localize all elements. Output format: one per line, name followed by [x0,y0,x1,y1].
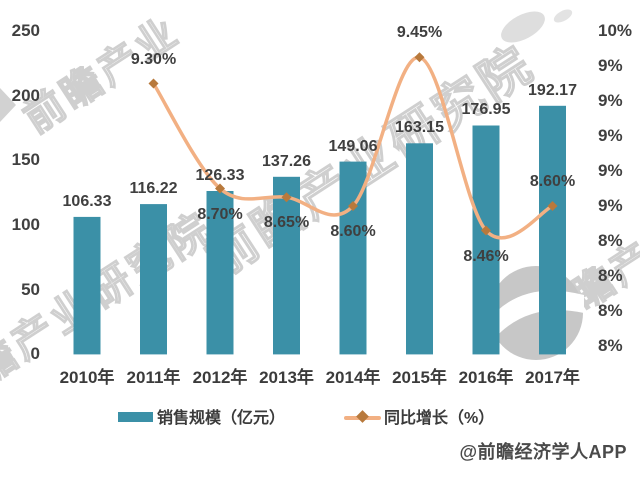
y-axis-right-tick: 8% [598,231,623,250]
bar [273,176,300,355]
line-point-marker [215,183,225,194]
y-axis-right-tick: 9% [598,126,623,145]
line-point-marker [547,201,558,211]
bar [472,125,500,355]
legend-label-growth: 同比增长（%） [384,410,495,427]
y-axis-left-tick: 200 [11,85,40,105]
y-axis-right-tick: 9% [598,91,623,110]
line-value-label: 8.60% [330,223,376,240]
bar-value-label: 116.22 [129,180,178,198]
y-axis-left-tick: 100 [11,215,40,235]
line-value-label: 8.70% [197,205,243,223]
line-value-label: 8.65% [263,214,310,232]
bar-value-label: 192.17 [528,81,577,99]
y-axis-left-tick: 250 [11,21,40,40]
x-axis-label: 2016年 [458,368,514,387]
y-axis-right-tick: 9% [598,161,623,180]
bar-value-label: 176.95 [461,101,511,119]
y-axis-left-tick: 150 [11,150,40,170]
y-axis-left-tick: 0 [30,344,40,364]
line-value-label: 9.30% [130,50,177,68]
bar-value-label: 149.06 [328,137,378,155]
legend-bar-swatch-icon [118,412,153,422]
line-value-label: 8.46% [463,247,509,265]
x-axis-label: 2015年 [392,368,447,387]
bar-value-label: 163.15 [395,119,444,137]
attribution: @前瞻经济学人APP [459,442,627,462]
y-axis-right-tick: 8% [598,266,623,285]
y-axis-right-tick: 8% [598,301,623,320]
y-axis-right-tick: 8% [598,336,623,355]
bar-value-label: 137.26 [262,152,311,170]
line-point-marker [414,52,425,63]
y-axis-left-tick: 50 [21,279,40,299]
line-point-marker [348,201,358,211]
bar [406,143,433,355]
bar-value-label: 106.33 [62,192,112,210]
line-value-label: 9.45% [396,24,443,42]
x-axis-label: 2011年 [126,368,181,387]
line-point-marker [281,192,292,203]
bar-value-label: 126.33 [195,166,245,184]
x-axis-label: 2017年 [525,368,580,387]
legend-label-sales: 销售规模（亿元） [157,410,286,427]
y-axis-right-tick: 9% [598,196,623,215]
bar [140,204,167,355]
y-axis-right-tick: 9% [598,56,623,75]
x-axis-label: 2012年 [192,368,248,387]
line-value-label: 8.60% [529,173,576,190]
bar [73,216,101,355]
line-point-marker [148,78,159,89]
x-axis-label: 2010年 [59,368,115,387]
bar [206,191,234,355]
line-point-marker [481,225,491,236]
x-axis-label: 2014年 [325,368,381,387]
bar [539,105,566,355]
x-axis-label: 2013年 [259,368,314,387]
y-axis-right-tick: 10% [598,21,633,40]
